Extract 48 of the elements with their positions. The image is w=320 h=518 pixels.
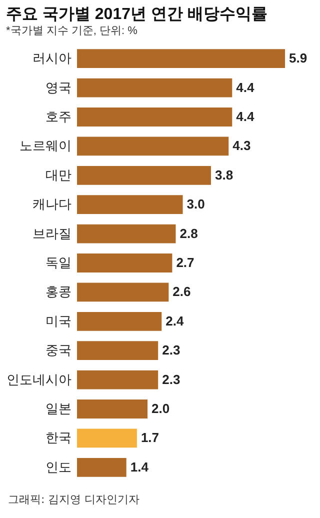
bar <box>77 370 158 390</box>
bar <box>77 428 137 448</box>
chart-subtitle: *국가별 지수 기준, 단위: % <box>6 25 138 37</box>
y-tick-label: 미국 <box>46 314 72 330</box>
bar <box>77 400 148 418</box>
y-tick-label: 호주 <box>46 110 72 125</box>
data-label: 2.8 <box>180 226 198 241</box>
y-tick-label: 캐나다 <box>32 198 72 213</box>
bar <box>77 136 229 156</box>
y-tick-label: 영국 <box>46 80 72 96</box>
data-label: 2.3 <box>162 372 180 387</box>
data-label: 4.3 <box>232 138 251 154</box>
data-label: 2.4 <box>166 313 184 328</box>
data-label: 2.3 <box>162 342 180 358</box>
y-tick-label: 독일 <box>46 256 72 271</box>
bar <box>77 108 232 126</box>
y-tick-label: 인도네시아 <box>6 372 72 388</box>
data-label: 2.7 <box>176 255 194 270</box>
bar <box>77 224 176 244</box>
y-tick-label: 일본 <box>46 402 72 417</box>
data-label: 2.6 <box>172 284 191 300</box>
bar <box>77 312 162 331</box>
bar <box>77 282 169 302</box>
data-label: 4.4 <box>236 80 255 95</box>
chart-title: 주요 국가별 2017년 연간 배당수익률 <box>6 6 268 23</box>
y-tick-label: 홍콩 <box>46 285 72 300</box>
data-label: 2.0 <box>152 401 170 416</box>
y-tick-label: 한국 <box>46 431 72 446</box>
data-label: 5.9 <box>289 50 308 66</box>
y-tick-label: 러시아 <box>32 52 72 67</box>
y-tick-label: 중국 <box>46 344 72 359</box>
bar <box>77 254 172 272</box>
data-label: 3.8 <box>214 167 234 182</box>
text: 그래픽: 김지영 디자인기자 <box>8 492 140 507</box>
y-tick-label: 브라질 <box>32 226 72 242</box>
bar <box>77 49 286 68</box>
y-tick-label: 대만 <box>46 168 72 184</box>
bar <box>77 341 158 360</box>
y-tick-label: 노르웨이 <box>20 139 72 154</box>
data-label: 1.4 <box>130 459 150 474</box>
data-label: 1.7 <box>140 430 160 446</box>
data-label: 4.4 <box>236 109 255 124</box>
bar <box>77 78 232 98</box>
y-tick-label: 인도 <box>46 460 72 476</box>
bar <box>77 458 126 477</box>
bar <box>77 166 211 185</box>
bar <box>77 195 183 214</box>
data-label: 3.0 <box>186 196 205 212</box>
